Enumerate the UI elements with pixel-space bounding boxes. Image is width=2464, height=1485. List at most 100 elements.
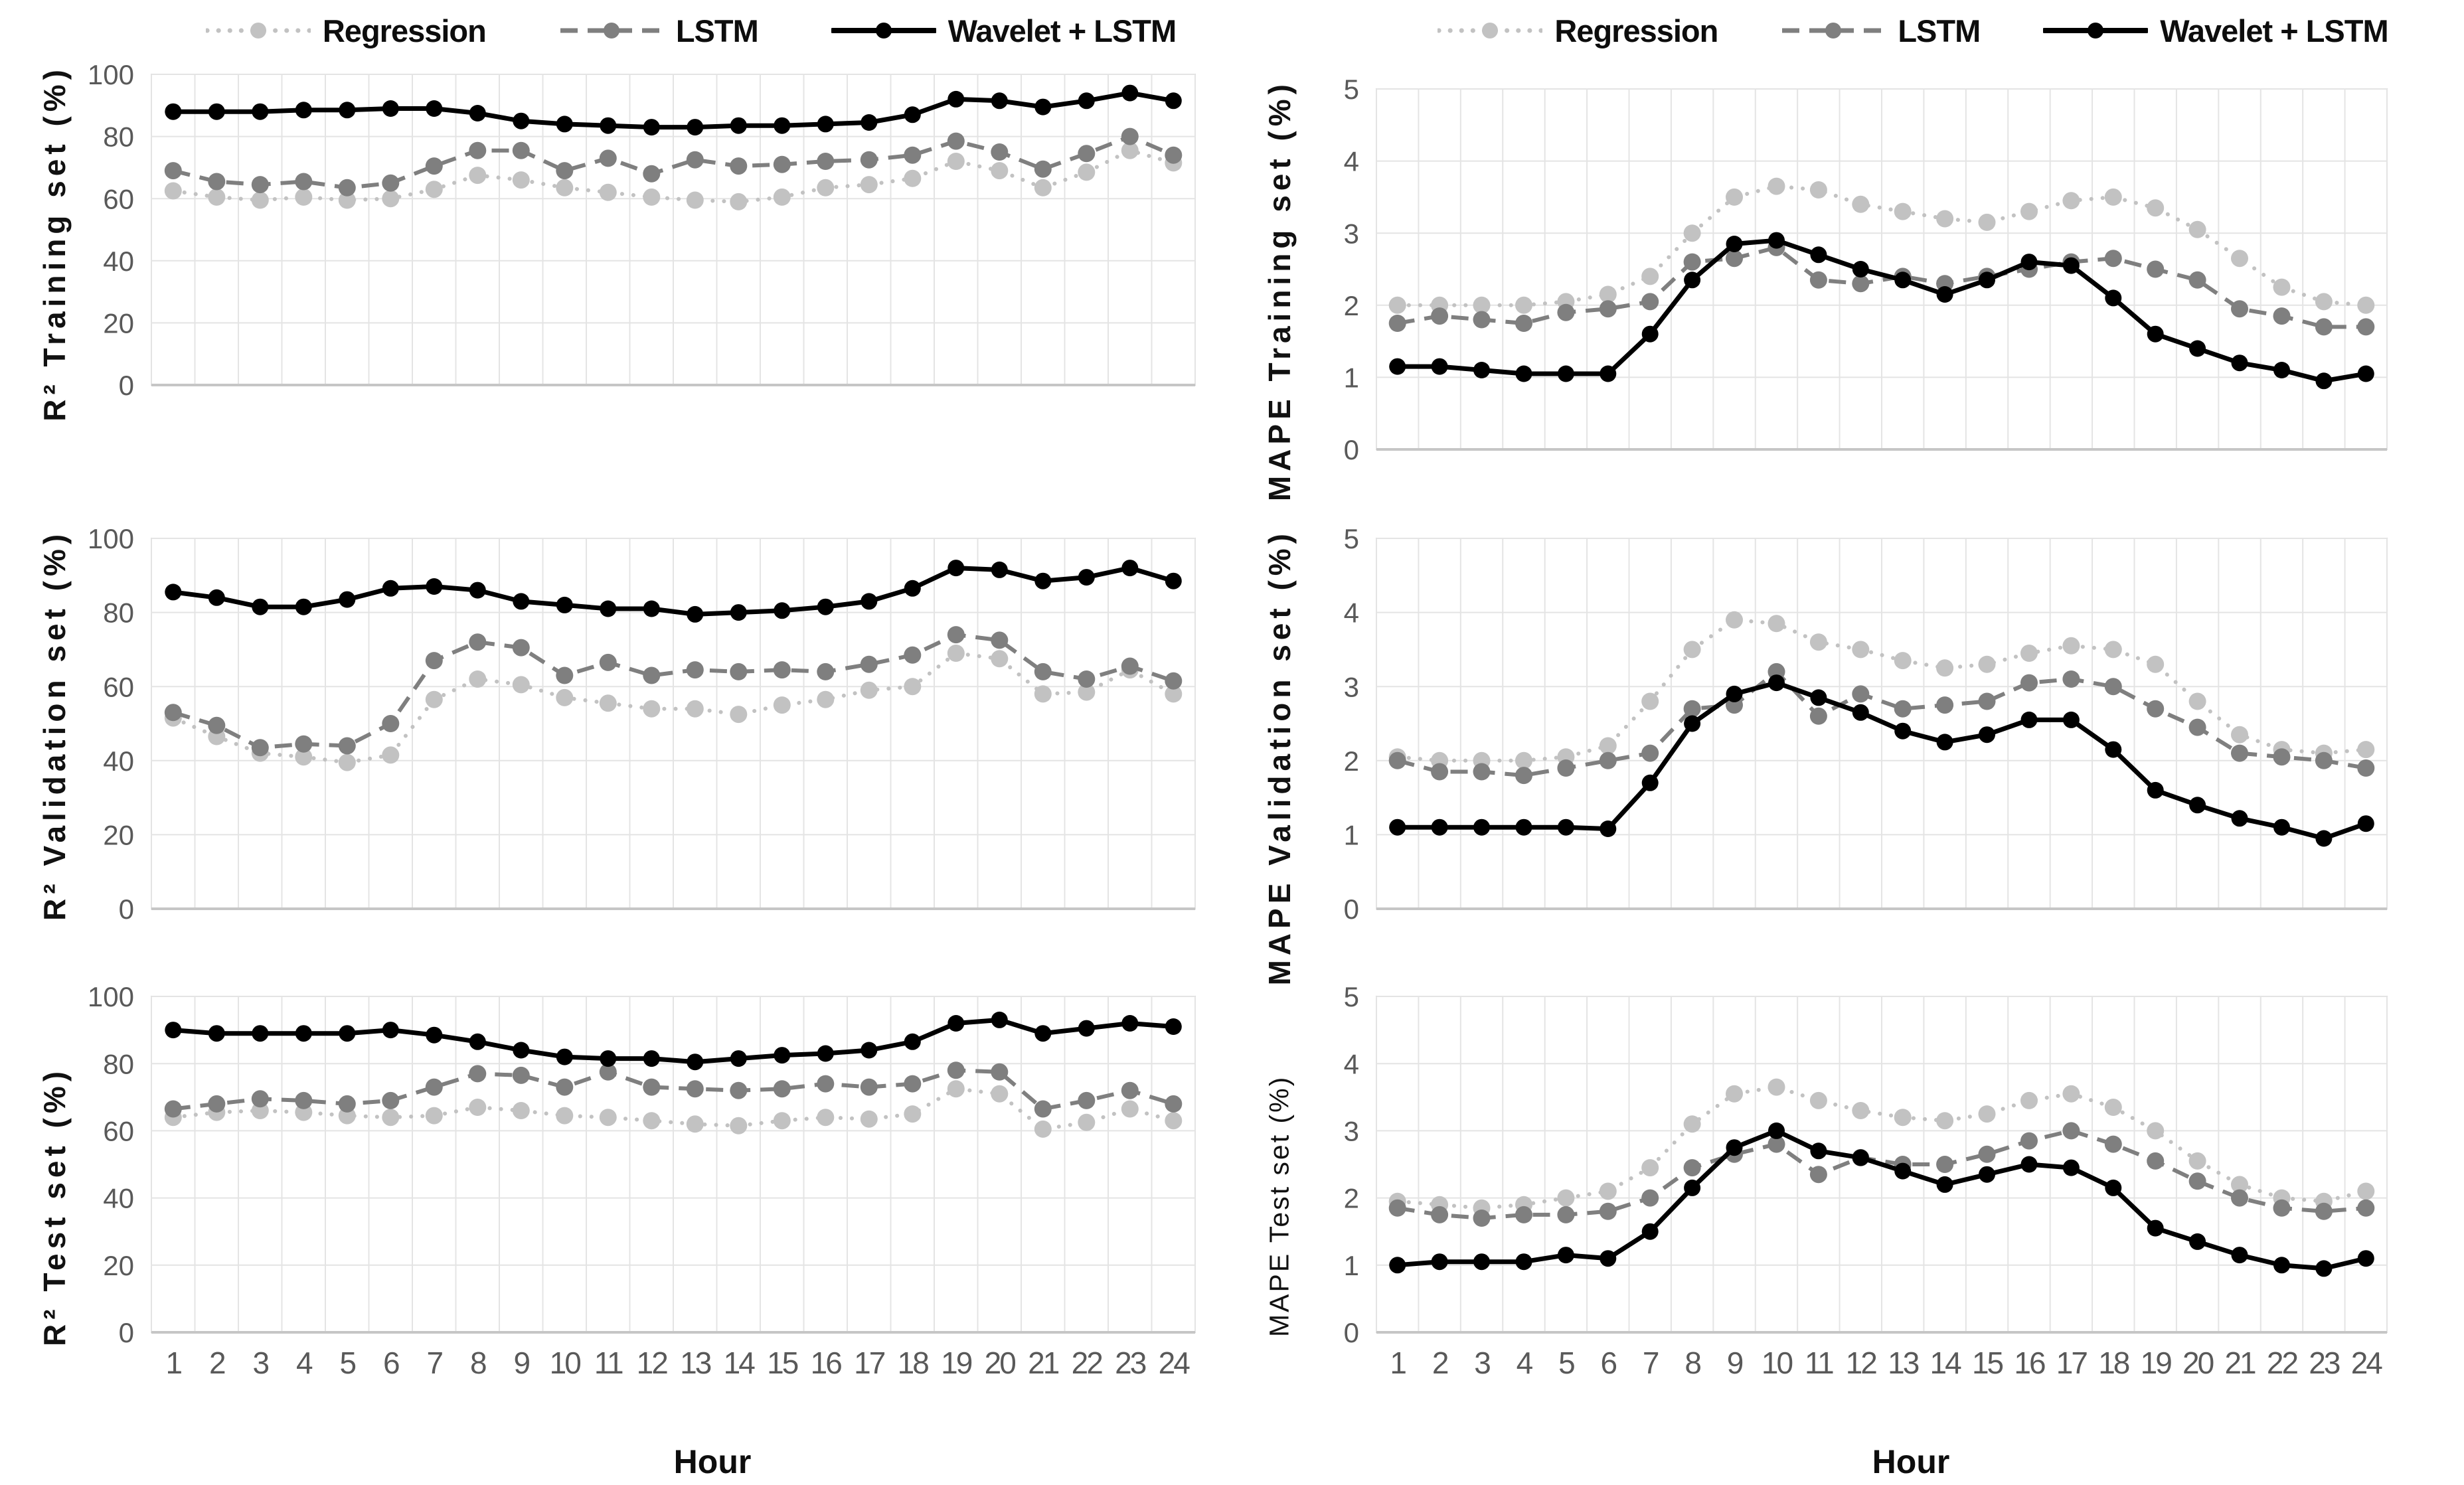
- svg-text:18: 18: [898, 1346, 929, 1380]
- svg-text:21: 21: [2224, 1346, 2256, 1380]
- svg-text:9: 9: [513, 1346, 529, 1380]
- svg-text:16: 16: [2014, 1346, 2045, 1380]
- svg-text:0: 0: [1344, 894, 1359, 921]
- svg-text:14: 14: [1930, 1346, 1962, 1380]
- chart-r2-test: R² Test set (%) 0 20 40 60 80 100 1 2 3 4 5 6 7 8 9 10 1…: [0, 946, 1232, 1485]
- svg-text:4: 4: [1344, 1048, 1359, 1079]
- svg-text:17: 17: [2056, 1346, 2088, 1380]
- svg-text:2: 2: [1344, 745, 1359, 777]
- legend-item-lstm: LSTM: [559, 13, 759, 49]
- svg-text:0: 0: [119, 370, 134, 397]
- svg-text:20: 20: [103, 820, 134, 851]
- svg-text:100: 100: [88, 987, 134, 1012]
- svg-text:1: 1: [1344, 362, 1359, 394]
- svg-text:3: 3: [1344, 218, 1359, 249]
- lstm-dashed-line-icon: [560, 23, 663, 39]
- legend-item-regression: Regression: [205, 13, 487, 49]
- svg-text:9: 9: [1727, 1346, 1743, 1380]
- svg-text:5: 5: [1558, 1346, 1574, 1380]
- svg-text:2: 2: [209, 1346, 225, 1380]
- legend-label: LSTM: [675, 13, 759, 48]
- svg-text:4: 4: [1517, 1346, 1533, 1380]
- plot-mape-training: 0 1 2 3 4 5: [1344, 80, 2388, 461]
- svg-text:4: 4: [296, 1346, 313, 1380]
- legend: Regression LSTM Wavelet + LSTM: [24, 0, 1232, 61]
- legend-label: Regression: [1554, 13, 1718, 48]
- svg-text:0: 0: [1344, 434, 1359, 461]
- svg-text:13: 13: [680, 1346, 711, 1380]
- x-axis-title: Hour: [673, 1443, 752, 1480]
- svg-text:2: 2: [1344, 290, 1359, 321]
- svg-text:15: 15: [1972, 1346, 2003, 1380]
- svg-text:21: 21: [1028, 1346, 1059, 1380]
- svg-text:5: 5: [1344, 80, 1359, 105]
- svg-text:12: 12: [637, 1346, 668, 1380]
- legend: Regression LSTM Wavelet + LSTM: [1249, 0, 2464, 61]
- legend-label: LSTM: [1898, 13, 1981, 48]
- svg-text:1: 1: [1344, 1250, 1359, 1281]
- svg-text:0: 0: [119, 1317, 134, 1348]
- svg-text:8: 8: [470, 1346, 486, 1380]
- svg-text:11: 11: [1805, 1346, 1833, 1380]
- svg-text:16: 16: [811, 1346, 842, 1380]
- regression-dotted-line-icon: [1437, 23, 1543, 39]
- svg-text:5: 5: [1344, 987, 1359, 1012]
- svg-text:20: 20: [2182, 1346, 2214, 1380]
- plot-r2-validation: 0 20 40 60 80 100: [88, 529, 1196, 921]
- svg-text:19: 19: [941, 1346, 972, 1380]
- svg-text:24: 24: [1159, 1346, 1191, 1380]
- legend-item-wavelet-lstm: Wavelet + LSTM: [831, 13, 1177, 49]
- svg-text:60: 60: [103, 1116, 134, 1147]
- legend-label: Wavelet + LSTM: [2160, 13, 2388, 48]
- svg-text:18: 18: [2098, 1346, 2129, 1380]
- chart-mape-test: MAPE Test set (%) 0 1 2 3 4 5 1 2 3 4 5 6 7 8 9 10 11 12 1…: [1232, 946, 2464, 1485]
- svg-text:1: 1: [1344, 820, 1359, 851]
- svg-text:13: 13: [1888, 1346, 1919, 1380]
- legend-item-regression: Regression: [1437, 13, 1718, 49]
- y-axis-title: MAPE Test set (%): [1264, 1075, 1295, 1338]
- y-axis-title: MAPE Validation set (%): [1262, 529, 1297, 986]
- svg-text:60: 60: [103, 671, 134, 702]
- svg-text:1: 1: [1390, 1346, 1406, 1380]
- svg-text:2: 2: [1432, 1346, 1448, 1380]
- svg-text:0: 0: [119, 894, 134, 921]
- svg-text:40: 40: [103, 745, 134, 777]
- svg-text:4: 4: [1344, 146, 1359, 177]
- svg-text:40: 40: [103, 246, 134, 277]
- y-axis-title: R² Training set (%): [37, 65, 72, 422]
- chart-mape-validation: MAPE Validation set (%) 0 1 2 3 4 5: [1232, 495, 2464, 986]
- svg-text:40: 40: [103, 1183, 134, 1214]
- lstm-dashed-line-icon: [1782, 23, 1885, 39]
- svg-text:0: 0: [1344, 1317, 1359, 1348]
- svg-text:8: 8: [1684, 1346, 1700, 1380]
- svg-text:19: 19: [2141, 1346, 2172, 1380]
- regression-dotted-line-icon: [205, 23, 311, 39]
- svg-text:20: 20: [103, 308, 134, 339]
- chart-r2-training: Regression LSTM Wavelet + LSTM R² Traini…: [0, 0, 1232, 495]
- svg-text:10: 10: [1762, 1346, 1793, 1380]
- svg-text:20: 20: [103, 1250, 134, 1281]
- svg-text:3: 3: [1344, 671, 1359, 702]
- svg-text:10: 10: [550, 1346, 581, 1380]
- svg-text:20: 20: [985, 1346, 1016, 1380]
- svg-text:6: 6: [383, 1346, 399, 1380]
- svg-text:6: 6: [1600, 1346, 1616, 1380]
- chart-mape-training: Regression LSTM Wavelet + LSTM MAPE Trai…: [1232, 0, 2464, 502]
- svg-text:22: 22: [2267, 1346, 2298, 1380]
- svg-text:15: 15: [767, 1346, 798, 1380]
- svg-text:17: 17: [854, 1346, 885, 1380]
- svg-text:5: 5: [339, 1346, 355, 1380]
- svg-text:24: 24: [2351, 1346, 2383, 1380]
- legend-item-wavelet-lstm: Wavelet + LSTM: [2043, 13, 2389, 49]
- svg-text:4: 4: [1344, 597, 1359, 629]
- svg-text:1: 1: [165, 1346, 181, 1380]
- svg-text:100: 100: [88, 529, 134, 554]
- svg-text:11: 11: [594, 1346, 623, 1380]
- wavelet-lstm-solid-line-icon: [831, 23, 936, 39]
- svg-text:80: 80: [103, 597, 134, 629]
- y-axis-title: MAPE Training set (%): [1262, 80, 1297, 502]
- legend-item-lstm: LSTM: [1781, 13, 1981, 49]
- legend-label: Regression: [322, 13, 487, 48]
